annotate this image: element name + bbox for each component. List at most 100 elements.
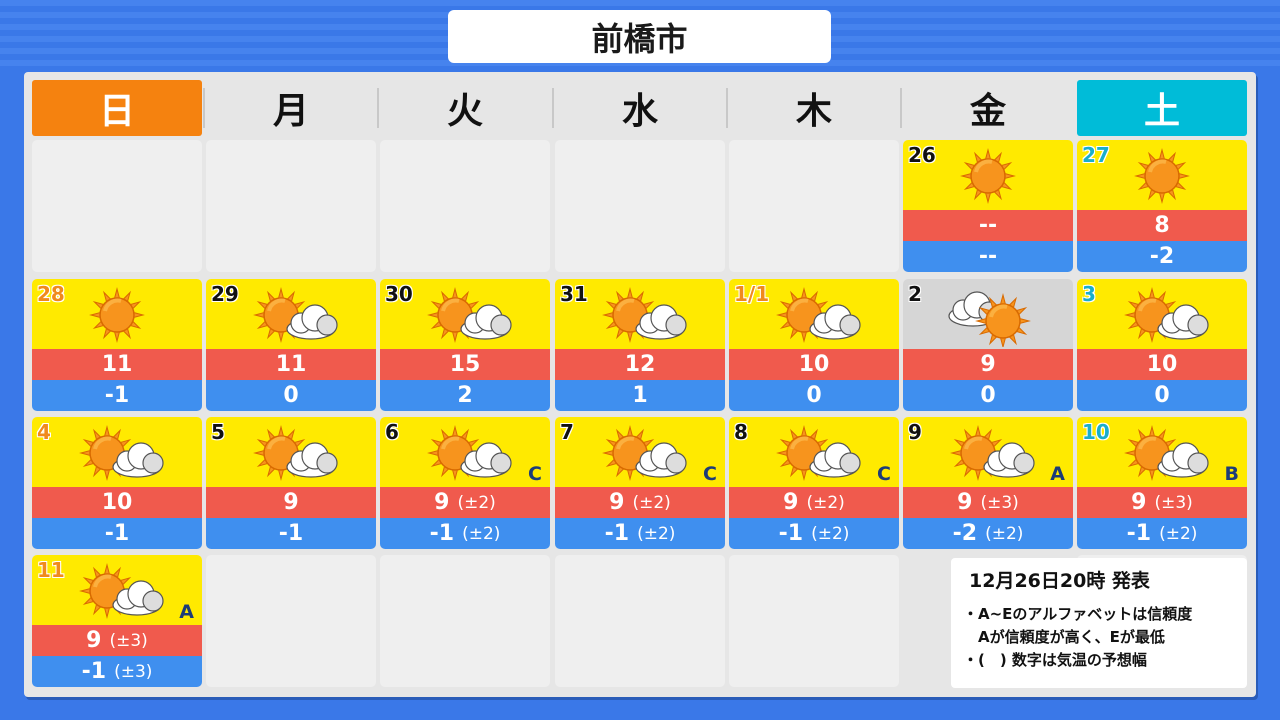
divider bbox=[900, 88, 902, 128]
weather-area: 5 bbox=[206, 417, 376, 487]
empty-cell bbox=[729, 140, 899, 272]
low-temp: 0 bbox=[729, 380, 899, 411]
legend-note: 12月26日20時 発表 ・A~Eのアルファベットは信頼度 Aが信頼度が高く、E… bbox=[951, 558, 1247, 688]
day-cell: 10 B 9 (±3) -1 (±2) bbox=[1077, 417, 1247, 549]
low-temp: -1 (±2) bbox=[729, 518, 899, 549]
note-line: ・( ) 数字は気温の予想幅 bbox=[963, 651, 1147, 669]
day-cell: 26 -- -- bbox=[903, 140, 1073, 272]
weather-area: 29 bbox=[206, 279, 376, 349]
high-range: (±2) bbox=[806, 492, 845, 513]
empty-cell bbox=[206, 140, 376, 272]
empty-cell bbox=[555, 555, 725, 687]
weekday-header-saturday: 土 bbox=[1077, 80, 1247, 136]
low-temp: -1 (±2) bbox=[555, 518, 725, 549]
date-label: 11 bbox=[37, 558, 65, 582]
date-label: 5 bbox=[211, 420, 225, 444]
date-label: 31 bbox=[560, 282, 588, 306]
divider bbox=[377, 88, 379, 128]
empty-cell bbox=[32, 140, 202, 272]
cloudy-then-sunny-icon bbox=[938, 285, 1038, 351]
date-label: 6 bbox=[385, 420, 399, 444]
high-temp: 9 (±2) bbox=[555, 487, 725, 518]
divider bbox=[726, 88, 728, 128]
weather-area: 8 C bbox=[729, 417, 899, 487]
day-cell: 5 9 -1 bbox=[206, 417, 376, 549]
low-temp: -1 bbox=[32, 518, 202, 549]
weekday-header-friday: 金 bbox=[969, 91, 1006, 132]
note-line: Aが信頼度が高く、Eが最低 bbox=[963, 628, 1165, 646]
date-label: 1/1 bbox=[734, 282, 770, 306]
confidence-badge: B bbox=[1224, 463, 1239, 485]
high-temp: -- bbox=[903, 210, 1073, 241]
published-time: 12月26日20時 発表 bbox=[969, 570, 1150, 592]
high-temp: 9 bbox=[903, 349, 1073, 380]
high-temp: 9 (±2) bbox=[380, 487, 550, 518]
sunny-then-cloudy-icon bbox=[590, 423, 690, 489]
date-label: 4 bbox=[37, 420, 51, 444]
low-temp: 1 bbox=[555, 380, 725, 411]
weather-area: 6 C bbox=[380, 417, 550, 487]
divider bbox=[552, 88, 554, 128]
high-temp: 11 bbox=[206, 349, 376, 380]
low-temp: -1 (±2) bbox=[380, 518, 550, 549]
day-cell: 7 C 9 (±2) -1 (±2) bbox=[555, 417, 725, 549]
low-temp: 0 bbox=[1077, 380, 1247, 411]
sunny-icon bbox=[67, 285, 167, 351]
date-label: 30 bbox=[385, 282, 413, 306]
sunny-then-cloudy-icon bbox=[67, 423, 167, 489]
city-title: 前橋市 bbox=[448, 10, 831, 63]
high-range: (±3) bbox=[109, 630, 148, 651]
high-temp: 15 bbox=[380, 349, 550, 380]
empty-cell bbox=[380, 555, 550, 687]
weather-area: 10 B bbox=[1077, 417, 1247, 487]
date-label: 27 bbox=[1082, 143, 1110, 167]
sunny-then-cloudy-icon bbox=[764, 285, 864, 351]
day-cell: 28 11 -1 bbox=[32, 279, 202, 411]
high-range: (±3) bbox=[1154, 492, 1193, 513]
sunny-then-cloudy-icon bbox=[415, 423, 515, 489]
day-cell: 8 C 9 (±2) -1 (±2) bbox=[729, 417, 899, 549]
weather-area: 1/1 bbox=[729, 279, 899, 349]
day-cell: 11 A 9 (±3) -1 (±3) bbox=[32, 555, 202, 687]
low-temp: -1 bbox=[32, 380, 202, 411]
low-temp: -- bbox=[903, 241, 1073, 272]
sunny-then-cloudy-icon bbox=[415, 285, 515, 351]
day-cell: 3 10 0 bbox=[1077, 279, 1247, 411]
low-range: (±3) bbox=[114, 661, 153, 682]
weekday-header-wednesday: 水 bbox=[621, 91, 658, 132]
weather-area: 27 bbox=[1077, 140, 1247, 210]
sunny-then-cloudy-icon bbox=[67, 561, 167, 627]
high-temp: 9 bbox=[206, 487, 376, 518]
high-temp: 11 bbox=[32, 349, 202, 380]
date-label: 9 bbox=[908, 420, 922, 444]
empty-cell bbox=[380, 140, 550, 272]
empty-cell bbox=[206, 555, 376, 687]
note-line: ・A~Eのアルファベットは信頼度 bbox=[963, 605, 1193, 623]
day-cell: 9 A 9 (±3) -2 (±2) bbox=[903, 417, 1073, 549]
date-label: 29 bbox=[211, 282, 239, 306]
day-cell: 6 C 9 (±2) -1 (±2) bbox=[380, 417, 550, 549]
high-temp: 9 (±3) bbox=[32, 625, 202, 656]
high-temp: 9 (±3) bbox=[1077, 487, 1247, 518]
weather-area: 30 bbox=[380, 279, 550, 349]
low-range: (±2) bbox=[637, 523, 676, 544]
weather-area: 3 bbox=[1077, 279, 1247, 349]
high-temp: 12 bbox=[555, 349, 725, 380]
date-label: 8 bbox=[734, 420, 748, 444]
low-range: (±2) bbox=[985, 523, 1024, 544]
high-temp: 10 bbox=[1077, 349, 1247, 380]
low-temp: -1 bbox=[206, 518, 376, 549]
low-temp: -1 (±2) bbox=[1077, 518, 1247, 549]
high-temp: 10 bbox=[729, 349, 899, 380]
low-range: (±2) bbox=[1159, 523, 1198, 544]
weather-area: 2 bbox=[903, 279, 1073, 349]
low-range: (±2) bbox=[811, 523, 850, 544]
date-label: 2 bbox=[908, 282, 922, 306]
day-cell: 4 10 -1 bbox=[32, 417, 202, 549]
low-temp: 0 bbox=[206, 380, 376, 411]
day-cell: 1/1 10 0 bbox=[729, 279, 899, 411]
day-cell: 30 15 2 bbox=[380, 279, 550, 411]
weather-area: 26 bbox=[903, 140, 1073, 210]
high-range: (±2) bbox=[457, 492, 496, 513]
sunny-then-cloudy-icon bbox=[590, 285, 690, 351]
